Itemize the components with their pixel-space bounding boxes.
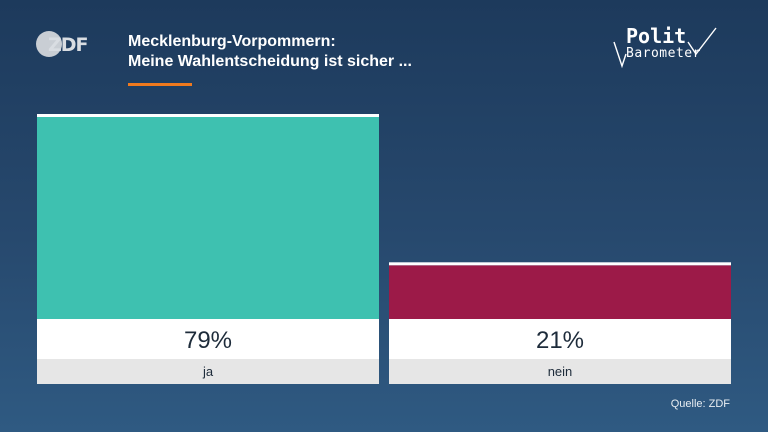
value-box-ja	[37, 319, 379, 359]
category-box-ja	[37, 359, 379, 384]
source-label: Quelle: ZDF	[670, 398, 730, 410]
title-line-2: Meine Wahlentscheidung ist sicher ...	[128, 53, 412, 70]
bar-nein	[389, 265, 731, 319]
value-label-ja: 79%	[184, 327, 232, 354]
category-box-nein	[389, 359, 731, 384]
bar-ja	[37, 117, 379, 319]
title-line-1: Mecklenburg-Vorpommern:	[128, 33, 336, 50]
chart-title: Mecklenburg-Vorpommern: Meine Wahlentsch…	[128, 32, 548, 72]
zdf-logo-text: ZDF	[48, 34, 89, 56]
zdf-logo: ZDF	[36, 30, 89, 58]
bar-cap-nein	[389, 262, 731, 266]
barometer-text: Barometer	[626, 46, 701, 61]
politbarometer-logo: Polit Barometer	[612, 24, 722, 72]
polit-text: Polit	[626, 24, 687, 48]
bar-cap-ja	[37, 114, 379, 117]
politbarometer-check-icon	[613, 27, 717, 69]
zdf-logo-disc	[36, 31, 62, 57]
category-label-ja: ja	[202, 364, 214, 379]
value-box-nein	[389, 319, 731, 359]
value-label-nein: 21%	[536, 327, 584, 354]
title-accent-bar	[128, 83, 192, 86]
category-label-nein: nein	[548, 364, 573, 379]
